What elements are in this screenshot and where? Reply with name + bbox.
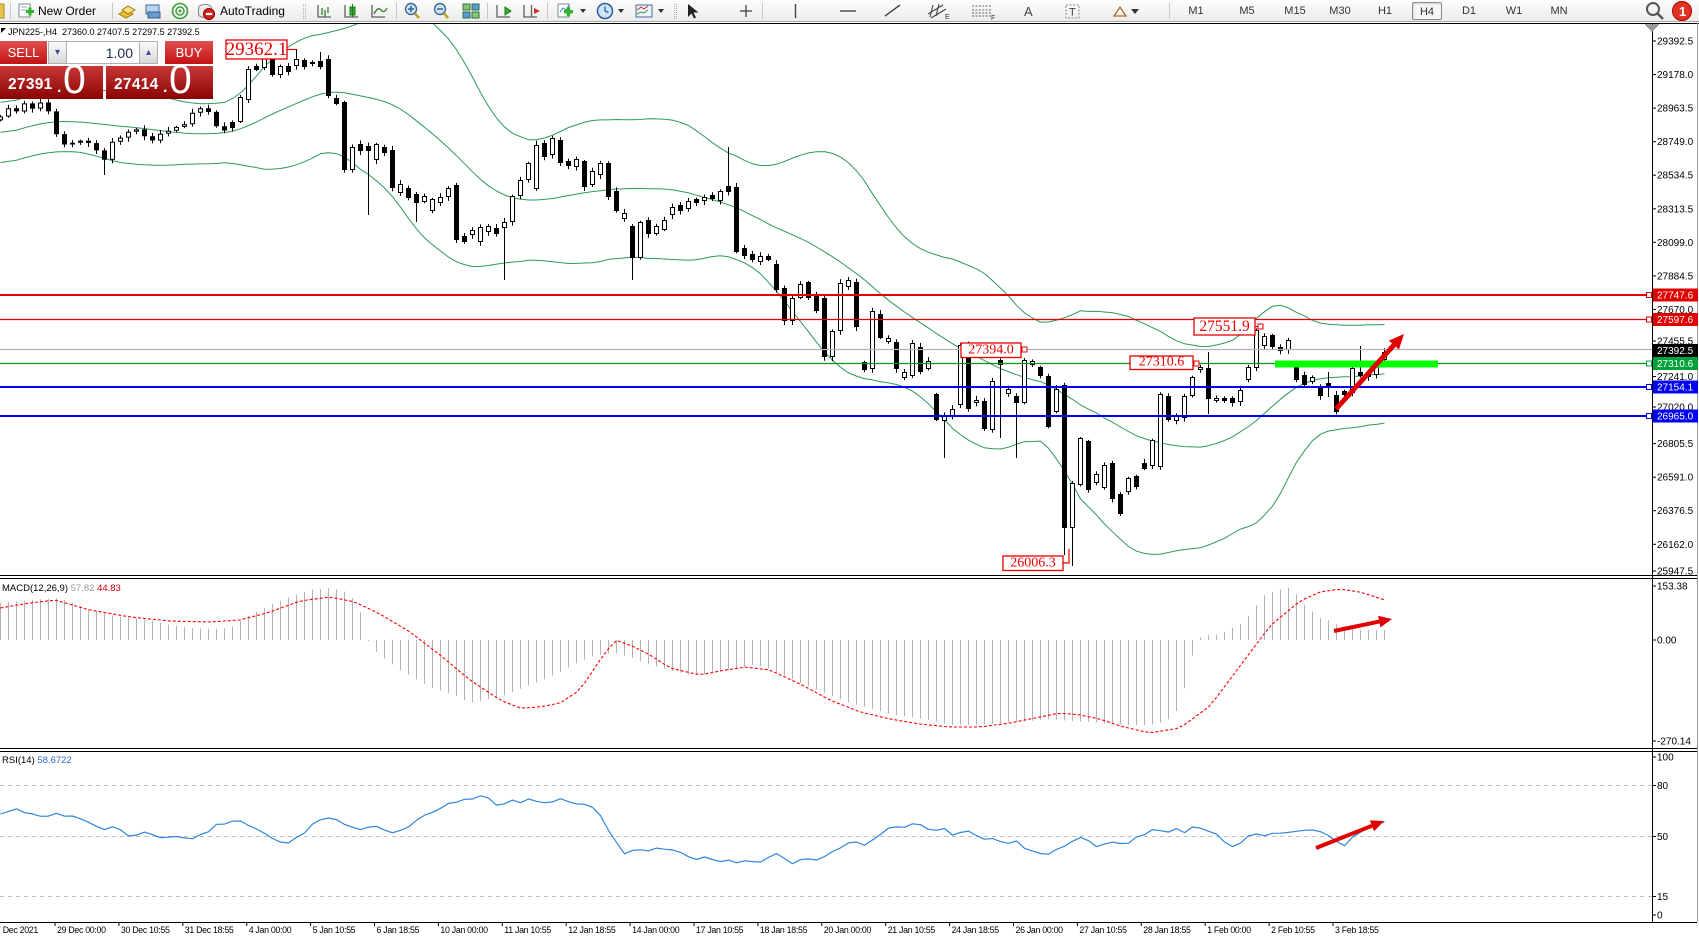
svg-text:27020.0: 27020.0 — [1657, 403, 1694, 414]
svg-text:27310.6: 27310.6 — [1657, 359, 1694, 370]
svg-text:New Order: New Order — [38, 4, 96, 18]
svg-text:27455.5: 27455.5 — [1657, 337, 1694, 348]
svg-text:27154.1: 27154.1 — [1657, 383, 1694, 394]
svg-text:29 Dec 00:00: 29 Dec 00:00 — [57, 925, 106, 935]
svg-text:153.38: 153.38 — [1657, 582, 1688, 593]
svg-text:6 Jan 18:55: 6 Jan 18:55 — [377, 925, 420, 935]
svg-text:T: T — [1069, 7, 1076, 19]
svg-text:7 Dec 2021: 7 Dec 2021 — [0, 925, 38, 935]
svg-text:A: A — [1024, 4, 1033, 19]
svg-text:1: 1 — [1679, 4, 1686, 19]
svg-text:1 Feb 00:00: 1 Feb 00:00 — [1207, 925, 1251, 935]
svg-text:26 Jan 00:00: 26 Jan 00:00 — [1016, 925, 1064, 935]
svg-text:28099.0: 28099.0 — [1657, 238, 1694, 249]
svg-text:26965.0: 26965.0 — [1657, 412, 1694, 423]
svg-text:26591.0: 26591.0 — [1657, 473, 1694, 484]
svg-text:27670.0: 27670.0 — [1657, 305, 1694, 316]
svg-text:27392.5: 27392.5 — [1657, 346, 1694, 357]
svg-text:0: 0 — [1657, 911, 1663, 922]
svg-text:F: F — [991, 15, 995, 22]
svg-text:4 Jan 00:00: 4 Jan 00:00 — [249, 925, 292, 935]
svg-text:3 Feb 18:55: 3 Feb 18:55 — [1335, 925, 1379, 935]
svg-text:27597.6: 27597.6 — [1657, 315, 1694, 326]
svg-text:28963.5: 28963.5 — [1657, 104, 1694, 115]
svg-text:5 Jan 10:55: 5 Jan 10:55 — [313, 925, 356, 935]
svg-text:25947.5: 25947.5 — [1657, 567, 1694, 578]
svg-text:-270.14: -270.14 — [1657, 737, 1691, 748]
svg-text:JPN225-,H4 27360.0 27407.5 27: JPN225-,H4 27360.0 27407.5 27297.5 27392… — [8, 27, 200, 37]
svg-text:29362.1: 29362.1 — [226, 39, 288, 60]
svg-text:10 Jan 00:00: 10 Jan 00:00 — [440, 925, 488, 935]
svg-text:14 Jan 00:00: 14 Jan 00:00 — [632, 925, 680, 935]
svg-text:26006.3: 26006.3 — [1010, 556, 1056, 571]
svg-text:12 Jan 18:55: 12 Jan 18:55 — [568, 925, 616, 935]
svg-text:28313.5: 28313.5 — [1657, 204, 1694, 215]
svg-text:15: 15 — [1657, 892, 1669, 903]
svg-text:28534.5: 28534.5 — [1657, 171, 1694, 182]
svg-text:27310.6: 27310.6 — [1139, 355, 1185, 370]
svg-text:2 Feb 10:55: 2 Feb 10:55 — [1271, 925, 1315, 935]
svg-text:21 Jan 10:55: 21 Jan 10:55 — [888, 925, 936, 935]
svg-text:29392.5: 29392.5 — [1657, 37, 1694, 48]
svg-text:50: 50 — [1657, 832, 1669, 843]
svg-text:28749.0: 28749.0 — [1657, 137, 1694, 148]
svg-text:28 Jan 18:55: 28 Jan 18:55 — [1143, 925, 1191, 935]
svg-text:31 Dec 18:55: 31 Dec 18:55 — [185, 925, 234, 935]
svg-text:27747.6: 27747.6 — [1657, 291, 1694, 302]
svg-text:E: E — [945, 14, 950, 21]
svg-text:20 Jan 00:00: 20 Jan 00:00 — [824, 925, 872, 935]
svg-text:29178.0: 29178.0 — [1657, 70, 1694, 81]
svg-text:80: 80 — [1657, 781, 1669, 792]
svg-text:30 Dec 10:55: 30 Dec 10:55 — [121, 925, 170, 935]
svg-text:100: 100 — [1657, 753, 1674, 764]
svg-text:27 Jan 10:55: 27 Jan 10:55 — [1079, 925, 1127, 935]
svg-text:MACD(12,26,9) 57.82 44.83: MACD(12,26,9) 57.82 44.83 — [2, 583, 121, 594]
svg-text:0.00: 0.00 — [1657, 636, 1677, 647]
svg-text:27241.0: 27241.0 — [1657, 372, 1694, 383]
svg-text:11 Jan 10:55: 11 Jan 10:55 — [504, 925, 551, 935]
svg-text:26376.5: 26376.5 — [1657, 506, 1694, 517]
svg-text:26805.5: 26805.5 — [1657, 439, 1694, 450]
svg-text:24 Jan 18:55: 24 Jan 18:55 — [952, 925, 1000, 935]
svg-text:26162.0: 26162.0 — [1657, 540, 1694, 551]
svg-text:17 Jan 10:55: 17 Jan 10:55 — [696, 925, 744, 935]
svg-text:RSI(14) 58.6722: RSI(14) 58.6722 — [2, 755, 72, 766]
svg-text:27394.0: 27394.0 — [968, 343, 1014, 358]
svg-text:27884.5: 27884.5 — [1657, 271, 1694, 282]
svg-text:AutoTrading: AutoTrading — [220, 4, 285, 18]
svg-text:18 Jan 18:55: 18 Jan 18:55 — [760, 925, 808, 935]
svg-text:27551.9: 27551.9 — [1199, 318, 1250, 335]
